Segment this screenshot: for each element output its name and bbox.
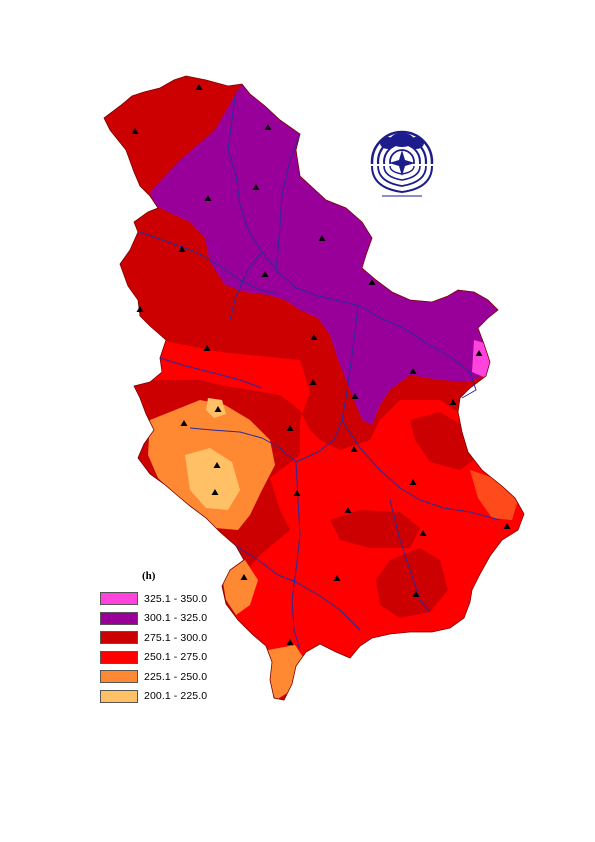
river-nisava [341, 419, 501, 521]
legend-label: 275.1 - 300.0 [144, 631, 208, 644]
river-tisa [275, 133, 301, 271]
triangle-icon [178, 246, 186, 252]
triangle-icon [286, 425, 294, 431]
legend-label: 325.1 - 350.0 [144, 592, 208, 605]
river-zapadna-morava [189, 427, 297, 463]
triangle-icon [203, 345, 211, 351]
triangle-icon [264, 124, 272, 130]
triangle-icon [309, 379, 317, 385]
triangle-icon [344, 507, 352, 513]
legend-item: 325.1 - 350.0 [100, 589, 230, 609]
river-danube [227, 89, 477, 399]
legend-swatch [100, 689, 138, 703]
zone-225-250-south [266, 645, 305, 700]
triangle-icon [419, 530, 427, 536]
river-kolubara [159, 357, 263, 389]
zone-300-325 [150, 84, 498, 425]
triangle-icon [252, 184, 260, 190]
triangle-icon [449, 399, 457, 405]
triangle-icon [503, 523, 511, 529]
triangle-icon [195, 84, 203, 90]
legend-item: 275.1 - 300.0 [100, 628, 230, 648]
legend-swatch [100, 650, 138, 664]
country-border [103, 75, 525, 701]
zone-275-300-south [376, 548, 448, 618]
triangle-icon [351, 393, 359, 399]
triangle-icon [409, 368, 417, 374]
legend-item: 200.1 - 225.0 [100, 687, 230, 707]
triangle-icon [136, 306, 144, 312]
map-legend: (h) 325.1 - 350.0 300.1 - 325.0 275.1 - 30… [100, 570, 230, 706]
river-network [139, 89, 501, 651]
river-morava [295, 305, 359, 463]
legend-label: 200.1 - 225.0 [144, 690, 208, 703]
triangle-icon [333, 575, 341, 581]
legend-swatch [100, 670, 138, 684]
legend-item: 300.1 - 325.0 [100, 609, 230, 629]
triangle-icon [368, 279, 376, 285]
legend-label: 250.1 - 275.0 [144, 651, 208, 664]
triangle-icon [131, 128, 139, 134]
triangle-icon [204, 195, 212, 201]
legend-item: 250.1 - 275.0 [100, 648, 230, 668]
zone-200-225-small [206, 398, 226, 418]
triangle-icon [350, 446, 358, 452]
triangle-icon [261, 271, 269, 277]
triangle-icon [475, 350, 483, 356]
river-ibar [291, 461, 301, 651]
legend-swatch [100, 631, 138, 645]
river-lim [235, 545, 361, 631]
triangle-icon [213, 462, 221, 468]
triangle-icon [293, 490, 301, 496]
river-sava [139, 231, 279, 295]
legend-swatch [100, 592, 138, 606]
river-juzna-morava [389, 499, 431, 613]
zone-325-350 [472, 340, 494, 378]
institute-emblem-icon [368, 130, 436, 197]
triangle-icon [211, 489, 219, 495]
legend-swatch [100, 611, 138, 625]
zone-200-225 [185, 448, 240, 510]
zone-225-250-east [470, 470, 518, 520]
zone-275-300-central [330, 510, 420, 548]
triangle-icon [412, 591, 420, 597]
triangle-icon [214, 406, 222, 412]
legend-label: 225.1 - 250.0 [144, 670, 208, 683]
station-layer [131, 84, 511, 645]
triangle-icon [240, 574, 248, 580]
triangle-icon [180, 420, 188, 426]
triangle-icon [318, 235, 326, 241]
zone-225-250-southwest [220, 560, 258, 615]
legend-title: (h) [142, 570, 156, 582]
river-tributary [229, 251, 263, 321]
triangle-icon [286, 639, 294, 645]
triangle-icon [310, 334, 318, 340]
legend-label: 300.1 - 325.0 [144, 612, 208, 625]
legend-item: 225.1 - 250.0 [100, 667, 230, 687]
triangle-icon [409, 479, 417, 485]
legend-items: 325.1 - 350.0 300.1 - 325.0 275.1 - 300.0 2… [100, 589, 230, 706]
